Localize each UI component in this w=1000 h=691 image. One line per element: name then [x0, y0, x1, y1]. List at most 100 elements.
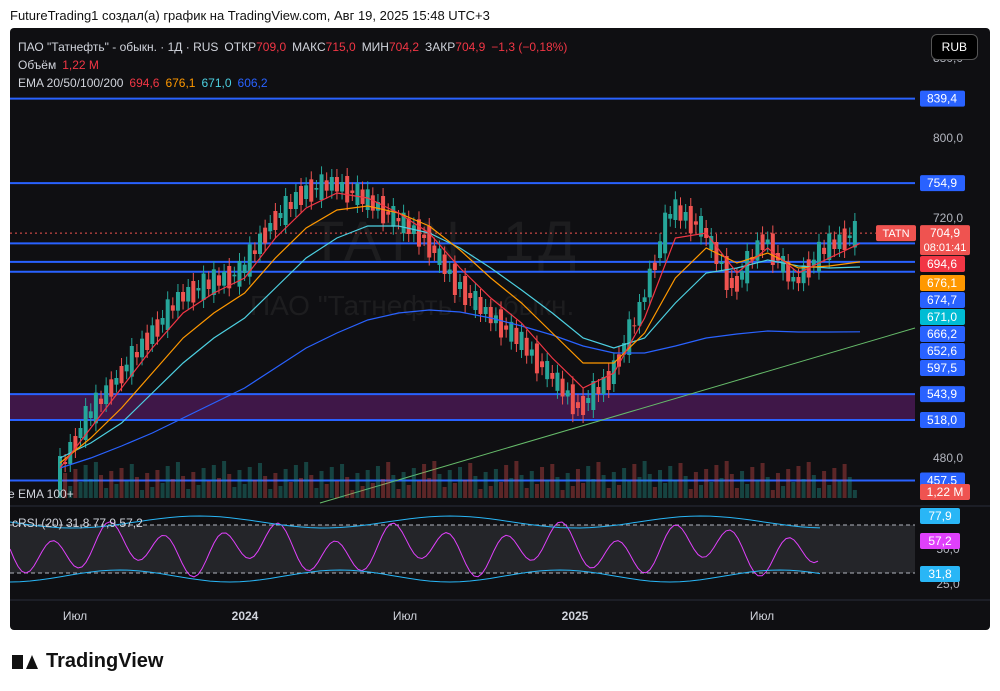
volume-bar — [591, 479, 596, 498]
volume-bar — [104, 488, 109, 498]
currency-button[interactable]: RUB — [930, 34, 978, 60]
volume-bar — [334, 481, 339, 498]
candle-body — [616, 354, 621, 367]
candle-body — [555, 372, 560, 391]
rsi-line — [10, 521, 819, 578]
volume-bar — [411, 468, 416, 498]
volume-bar — [822, 471, 827, 498]
candle-body — [822, 247, 827, 254]
candle-body — [375, 202, 380, 211]
volume-bar — [350, 490, 355, 498]
candle-body — [463, 276, 468, 305]
volume-bar — [432, 461, 437, 498]
rsi-value-tag — [920, 533, 960, 549]
chart-panel[interactable]: TATN, 1Д ПАО "Татнефть" - обыкн. ПАО "Та… — [10, 28, 990, 630]
volume-bar — [550, 464, 555, 498]
volume-bar — [493, 469, 498, 498]
candle-body — [222, 272, 227, 286]
volume-bar — [381, 479, 386, 498]
volume-bar — [714, 465, 719, 498]
volume-bar — [252, 480, 257, 498]
volume-bar — [760, 463, 765, 498]
candle-body — [175, 292, 180, 311]
candle-body — [652, 262, 657, 270]
ticker-tag — [876, 225, 916, 242]
candle-body — [334, 177, 339, 192]
level-price-tag — [920, 275, 965, 291]
candle-body — [540, 361, 545, 368]
volume-bar — [186, 489, 191, 498]
candle-body — [109, 379, 114, 397]
level-price-label: 694,6 — [927, 257, 957, 271]
candle-body — [201, 273, 206, 300]
volume-bar — [134, 477, 139, 498]
candle-body — [504, 325, 509, 330]
candle-body — [73, 436, 78, 450]
volume-bar — [811, 475, 816, 498]
volume-bar — [545, 480, 550, 498]
candle-body — [837, 234, 842, 249]
candle-body — [432, 245, 437, 253]
candle-body — [93, 392, 98, 424]
volume-bar — [699, 485, 704, 498]
volume-bar — [129, 464, 134, 498]
x-tick-label: 2024 — [232, 609, 259, 623]
tradingview-logo-text: TradingView — [46, 650, 164, 672]
volume-bar — [540, 467, 545, 498]
candle-body — [309, 179, 314, 202]
candle-body — [550, 373, 555, 379]
rsi-value-label: 57,2 — [928, 534, 952, 548]
volume-bar — [170, 479, 175, 498]
volume-bar — [519, 475, 524, 498]
volume-label[interactable]: Объём — [18, 58, 57, 72]
volume-bar — [447, 470, 452, 498]
volume-bar — [601, 475, 606, 498]
candle-body — [678, 205, 683, 221]
volume-bar — [370, 483, 375, 498]
level-price-tag — [920, 309, 965, 325]
candle-body — [452, 263, 457, 295]
candle-body — [458, 282, 462, 289]
countdown-label: 08:01:41 — [924, 242, 967, 254]
volume-bar — [114, 484, 119, 498]
low-label: МИН — [361, 40, 389, 54]
candle-body — [427, 226, 432, 258]
candle-body — [124, 364, 129, 372]
symbol-title[interactable]: ПАО "Татнефть" - обыкн. · 1Д · RUS — [18, 40, 219, 54]
volume-bar — [247, 467, 252, 498]
volume-bar — [581, 483, 586, 498]
candle-body — [186, 287, 191, 302]
candle-body — [78, 428, 83, 438]
x-tick-label: Июл — [750, 609, 774, 623]
x-tick-label: 2025 — [562, 609, 589, 623]
candle-body — [345, 176, 350, 203]
candle-body — [206, 279, 211, 289]
volume-bar — [181, 476, 186, 498]
volume-tag — [920, 484, 970, 500]
volume-bar — [847, 477, 852, 498]
level-price-label: 676,1 — [927, 276, 957, 290]
ema50-line — [59, 205, 861, 464]
volume-bar — [124, 481, 129, 498]
price-chart-svg[interactable]: 880,0800,0720,0480,0839,4754,9694,6676,1… — [10, 28, 990, 630]
volume-bar — [745, 484, 750, 498]
candle-body — [688, 206, 693, 234]
candle-body — [145, 332, 150, 350]
volume-bar — [463, 480, 468, 498]
volume-bar — [616, 485, 621, 498]
volume-bar — [837, 481, 842, 498]
volume-bar — [570, 486, 575, 498]
volume-bar — [422, 464, 427, 498]
volume-bar — [683, 476, 688, 498]
candle-body — [575, 402, 580, 408]
candle-body — [709, 236, 714, 250]
volume-bar — [386, 462, 391, 498]
volume-bar — [442, 487, 447, 498]
volume-bar — [478, 489, 483, 498]
volume-bar — [63, 473, 68, 498]
candle-body — [750, 257, 755, 261]
tradingview-logo[interactable]: TradingView — [12, 650, 163, 673]
ema-label[interactable]: EMA 20/50/100/200 — [18, 76, 124, 90]
volume-bar — [416, 481, 421, 498]
volume-bar — [775, 473, 780, 498]
